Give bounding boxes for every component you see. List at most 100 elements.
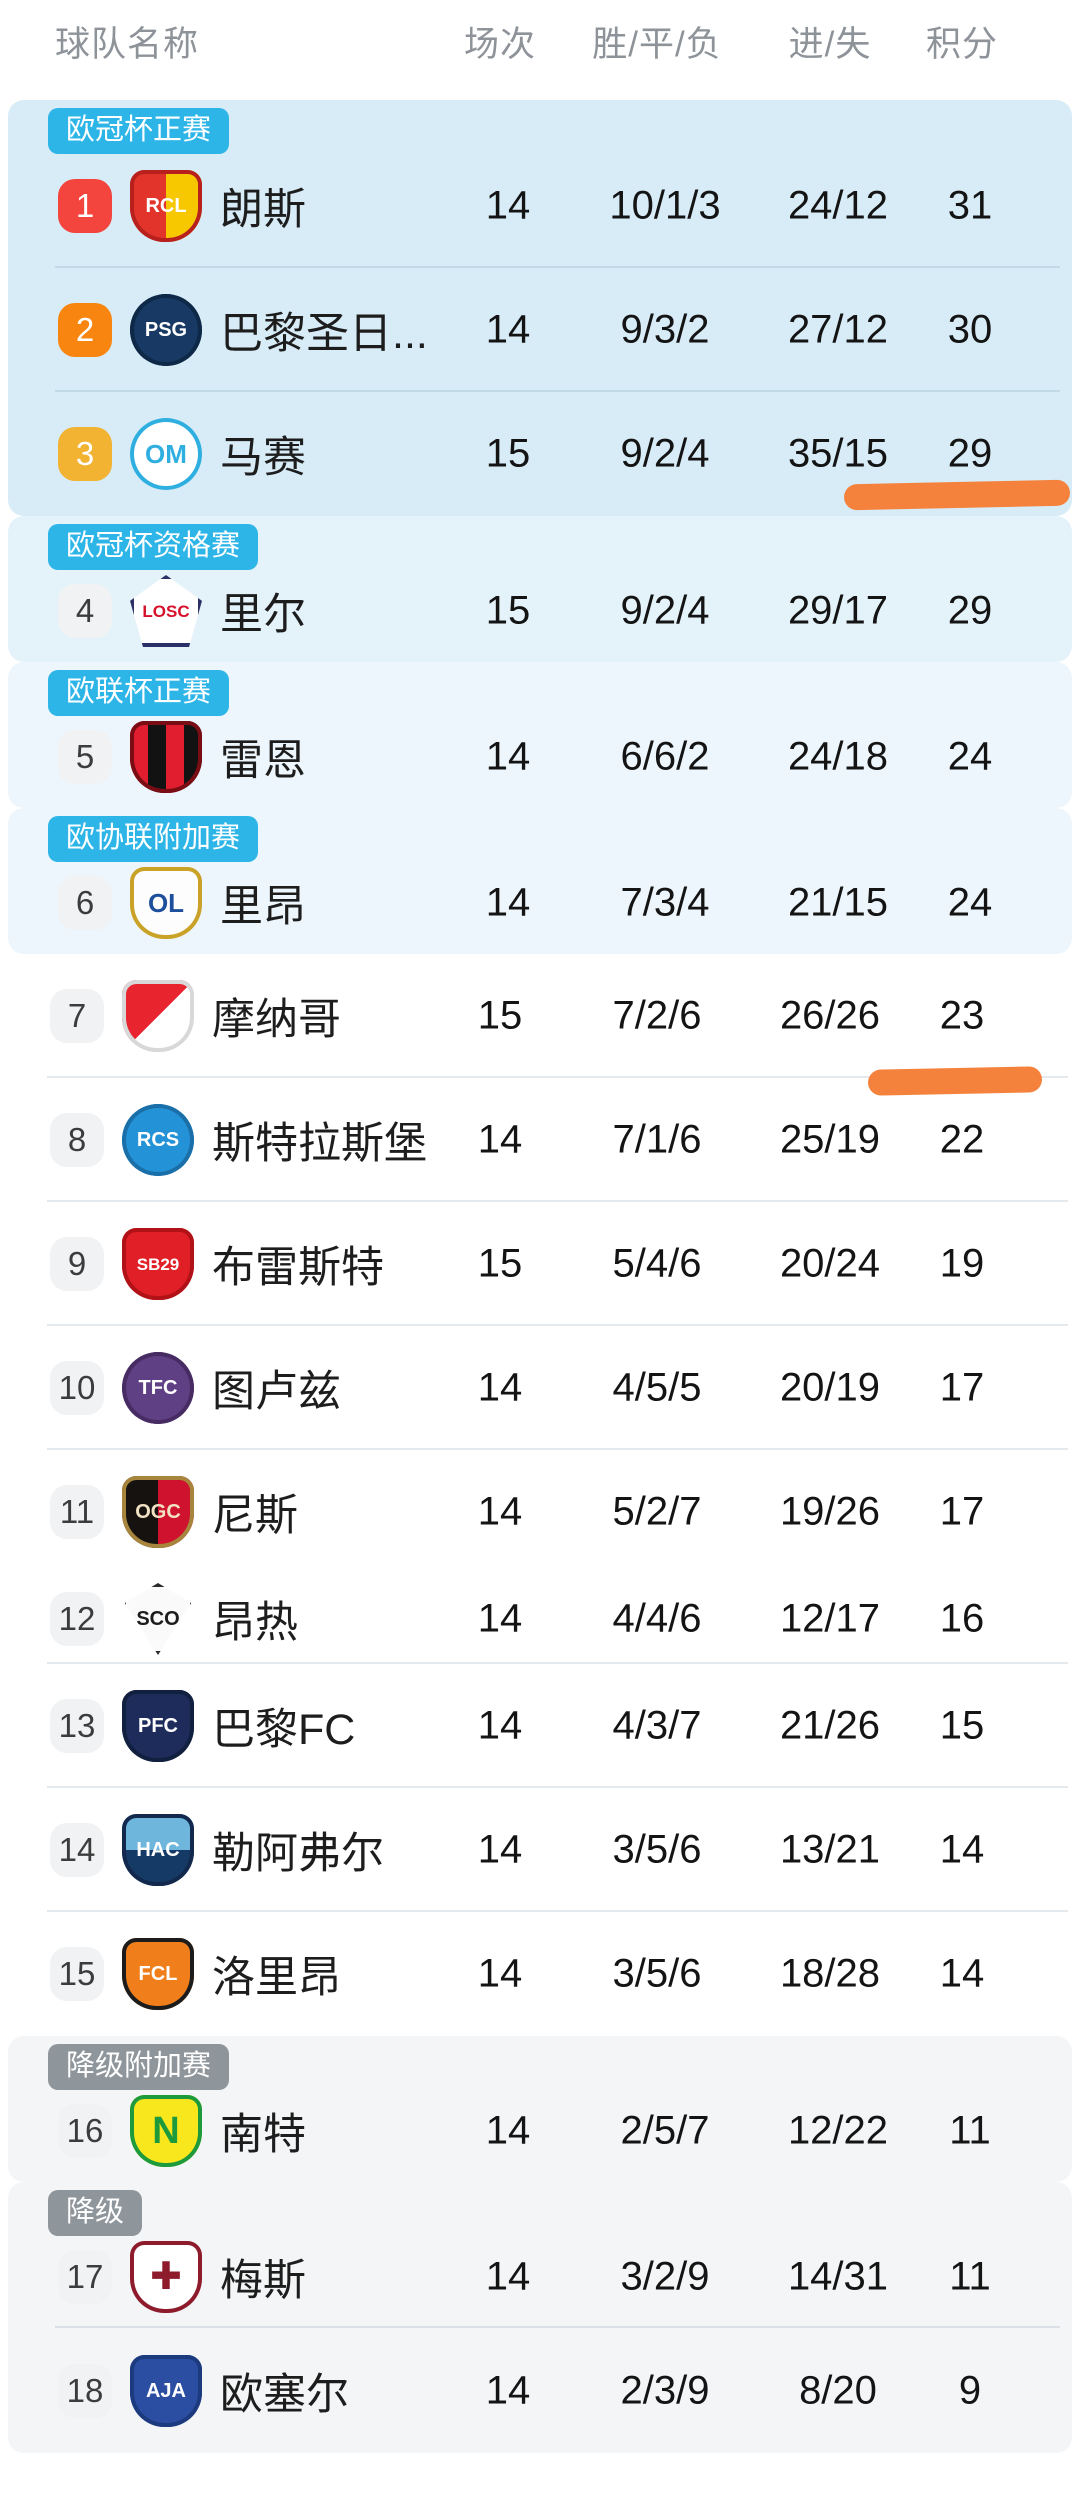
column-header-team: 球队名称 — [55, 25, 200, 64]
table-row[interactable]: 13 PFC 巴黎FC 14 4/3/7 21/26 15 — [0, 1664, 1080, 1788]
team-logo-text: SCO — [136, 1608, 180, 1630]
team-logo: SB29 — [122, 1228, 194, 1300]
rank-badge: 14 — [50, 1823, 104, 1877]
table-row[interactable]: 12 SCO 昂热 14 4/4/6 12/17 16 — [0, 1574, 1080, 1664]
points-value: 14 — [939, 1951, 985, 1996]
team-logo-text: FCL — [138, 1963, 178, 1985]
matches-played: 14 — [477, 1703, 523, 1748]
row-divider — [47, 1662, 1068, 1664]
table-row[interactable]: 15 FCL 洛里昂 14 3/5/6 18/28 14 — [0, 1912, 1080, 2036]
goals-for-against: 12/17 — [779, 1596, 881, 1641]
team-name: 布雷斯特 — [212, 1244, 384, 1292]
team-name: 图卢兹 — [212, 1368, 341, 1416]
team-name: 勒阿弗尔 — [212, 1830, 384, 1878]
table-header: 球队名称 场次 胜/平/负 进/失 积分 — [0, 0, 1080, 100]
matches-played: 14 — [485, 880, 531, 925]
goals-for-against: 24/12 — [787, 183, 889, 228]
table-row[interactable]: 4 LOSC 里尔 15 9/2/4 29/17 29 — [8, 560, 1072, 662]
table-row[interactable]: 5 雷恩 14 6/6/2 24/18 24 — [8, 706, 1072, 808]
goals-for-against: 21/15 — [787, 880, 889, 925]
rank-badge: 17 — [58, 2250, 112, 2304]
team-name: 南特 — [220, 2111, 306, 2159]
league-table: 欧冠杯正赛 1 RCL 朗斯 14 10/1/3 24/12 31 2 PSG … — [0, 100, 1080, 2453]
team-logo: AJA — [130, 2354, 202, 2427]
team-name: 洛里昂 — [212, 1954, 341, 2002]
matches-played: 15 — [485, 431, 531, 476]
team-name: 巴黎FC — [212, 1706, 356, 1754]
row-divider — [47, 1324, 1068, 1326]
table-row[interactable]: 11 OGC 尼斯 14 5/2/7 19/26 17 — [0, 1450, 1080, 1574]
win-draw-loss: 3/2/9 — [620, 2254, 710, 2299]
win-draw-loss: 2/3/9 — [620, 2368, 710, 2412]
goals-for-against: 24/18 — [787, 734, 889, 779]
row-divider — [47, 1910, 1068, 1912]
rank-badge: 12 — [50, 1592, 104, 1646]
points-value: 11 — [949, 2254, 991, 2299]
win-draw-loss: 5/4/6 — [612, 1241, 702, 1286]
team-logo-text: PFC — [138, 1715, 178, 1737]
win-draw-loss: 7/3/4 — [620, 880, 710, 925]
goals-for-against: 27/12 — [787, 307, 889, 352]
win-draw-loss: 4/5/5 — [612, 1365, 702, 1410]
team-logo: ✚ — [130, 2241, 202, 2313]
table-row[interactable]: 1 RCL 朗斯 14 10/1/3 24/12 31 — [8, 144, 1072, 268]
goals-for-against: 21/26 — [779, 1703, 881, 1748]
points-value: 17 — [939, 1365, 985, 1410]
matches-played: 14 — [485, 2108, 531, 2153]
rank-badge: 16 — [58, 2104, 112, 2158]
table-row[interactable]: 9 SB29 布雷斯特 15 5/4/6 20/24 19 — [0, 1202, 1080, 1326]
table-row[interactable]: 18 AJA 欧塞尔 14 2/3/9 8/20 9 — [8, 2328, 1072, 2453]
points-value: 14 — [939, 1827, 985, 1872]
team-logo-text: PSG — [144, 319, 188, 341]
team-logo-text: LOSC — [142, 601, 190, 621]
team-logo: TFC — [122, 1352, 194, 1424]
team-name: 梅斯 — [220, 2257, 306, 2305]
team-logo: SCO — [124, 1583, 192, 1655]
table-row[interactable]: 6 OL 里昂 14 7/3/4 21/15 24 — [8, 852, 1072, 954]
standings-section: 降级附加赛 16 N 南特 14 2/5/7 12/22 11 — [8, 2036, 1072, 2182]
goals-for-against: 14/31 — [787, 2254, 889, 2299]
matches-played: 14 — [485, 734, 531, 779]
points-value: 19 — [939, 1241, 985, 1286]
standings-section: 欧冠杯正赛 1 RCL 朗斯 14 10/1/3 24/12 31 2 PSG … — [8, 100, 1072, 516]
win-draw-loss: 7/1/6 — [612, 1117, 702, 1162]
rank-badge: 11 — [50, 1485, 104, 1539]
table-row[interactable]: 7 摩纳哥 15 7/2/6 26/26 23 — [0, 954, 1080, 1096]
matches-played: 14 — [477, 1951, 523, 1996]
team-logo-text: OL — [147, 888, 185, 918]
table-row[interactable]: 17 ✚ 梅斯 14 3/2/9 14/31 11 — [8, 2226, 1072, 2328]
table-row[interactable]: 16 N 南特 14 2/5/7 12/22 11 — [8, 2080, 1072, 2182]
matches-played: 15 — [477, 993, 523, 1038]
goals-for-against: 26/26 — [779, 993, 881, 1038]
team-name: 昂热 — [212, 1599, 298, 1647]
standings-section: 欧冠杯资格赛 4 LOSC 里尔 15 9/2/4 29/17 29 — [8, 516, 1072, 662]
goals-for-against: 12/22 — [787, 2108, 889, 2153]
table-row[interactable]: 8 RCS 斯特拉斯堡 14 7/1/6 25/19 22 — [0, 1078, 1080, 1202]
table-row[interactable]: 14 HAC 勒阿弗尔 14 3/5/6 13/21 14 — [0, 1788, 1080, 1912]
goals-for-against: 19/26 — [779, 1489, 881, 1534]
team-logo-text: SB29 — [136, 1254, 180, 1274]
points-value: 24 — [947, 734, 993, 779]
points-value: 23 — [939, 993, 985, 1038]
section-badge: 降级附加赛 — [48, 2044, 230, 2090]
column-header-played: 场次 — [463, 25, 537, 64]
rank-badge: 8 — [50, 1113, 104, 1167]
rank-badge: 6 — [58, 876, 112, 930]
matches-played: 14 — [477, 1596, 523, 1641]
rank-badge: 3 — [58, 427, 112, 481]
matches-played: 14 — [477, 1365, 523, 1410]
matches-played: 14 — [485, 307, 531, 352]
team-logo-text: ✚ — [150, 2256, 182, 2298]
win-draw-loss: 4/4/6 — [612, 1596, 702, 1641]
team-name: 摩纳哥 — [212, 996, 341, 1044]
rank-badge: 15 — [50, 1947, 104, 2001]
table-row[interactable]: 3 OM 马赛 15 9/2/4 35/15 29 — [8, 392, 1072, 516]
team-name: 斯特拉斯堡 — [212, 1120, 427, 1168]
standings-section: 7 摩纳哥 15 7/2/6 26/26 23 8 RCS 斯特拉斯堡 14 7… — [0, 954, 1080, 2036]
rank-badge: 9 — [50, 1237, 104, 1291]
win-draw-loss: 3/5/6 — [612, 1951, 702, 1996]
section-badge: 欧冠杯资格赛 — [48, 524, 259, 570]
table-row[interactable]: 10 TFC 图卢兹 14 4/5/5 20/19 17 — [0, 1326, 1080, 1450]
table-row[interactable]: 2 PSG 巴黎圣日... 14 9/3/2 27/12 30 — [8, 268, 1072, 392]
points-value: 30 — [947, 307, 993, 352]
